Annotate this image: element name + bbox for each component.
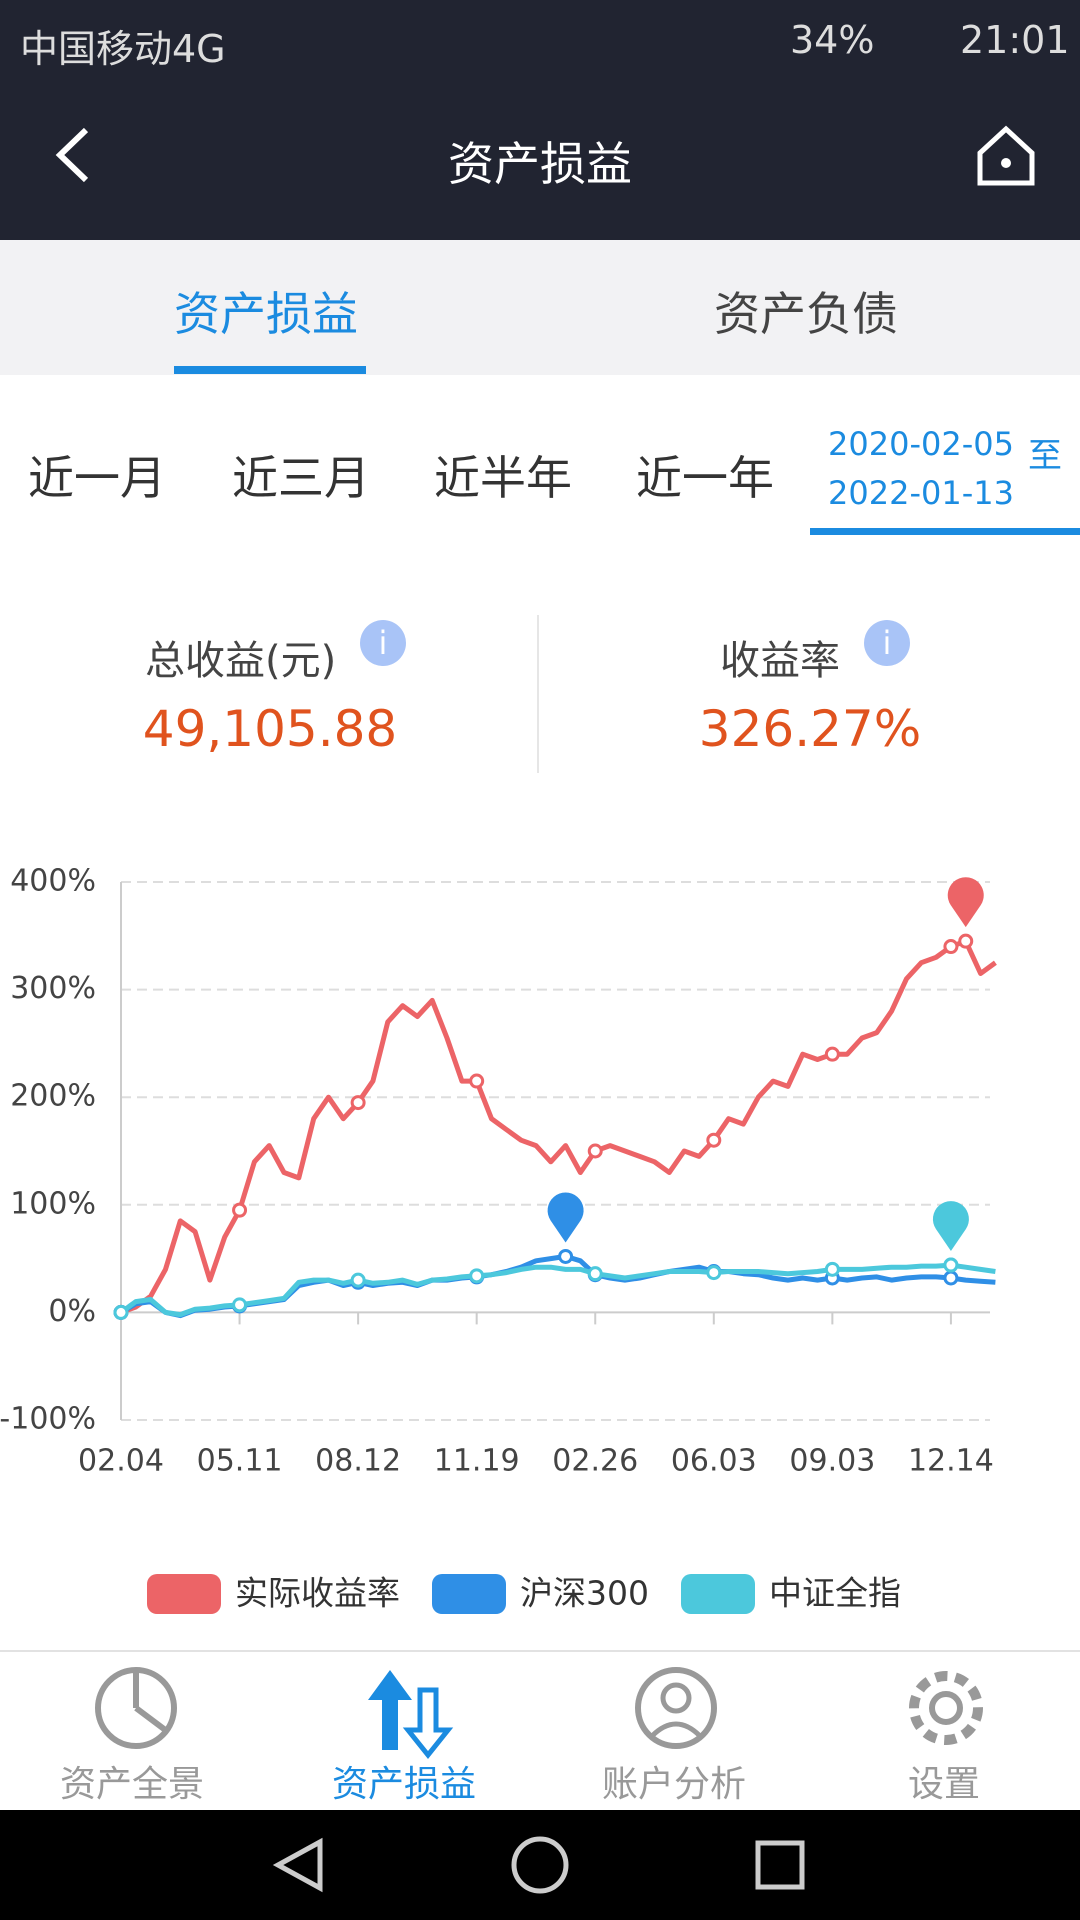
y-tick-label: -100% <box>0 1402 96 1437</box>
date-start[interactable]: 2020-02-05 <box>828 425 1014 463</box>
max-pin <box>932 1201 969 1252</box>
max-marker <box>558 1248 574 1264</box>
info-icon[interactable]: i <box>360 620 406 666</box>
y-tick-label: 0% <box>48 1294 96 1329</box>
period[interactable]: 近三月 <box>232 451 370 505</box>
max-pin <box>947 877 984 928</box>
nav-icons <box>95 1667 983 1760</box>
point-marker <box>350 1272 366 1288</box>
y-tick-label: 200% <box>10 1079 96 1114</box>
system-buttons <box>272 1836 805 1894</box>
legend-label: 中证全指 <box>769 1574 901 1613</box>
point-marker <box>587 1143 603 1159</box>
x-tick-label: 02.26 <box>552 1444 638 1479</box>
x-tick-label: 02.04 <box>78 1444 164 1479</box>
info-icon[interactable]: i <box>864 620 910 666</box>
point-marker <box>232 1297 248 1313</box>
nav-label[interactable]: 资产损益 <box>332 1764 477 1805</box>
home-button[interactable] <box>975 125 1037 187</box>
nav-label[interactable]: 资产全景 <box>60 1764 205 1805</box>
bottom-nav <box>0 1650 1080 1812</box>
period[interactable]: 近半年 <box>434 451 572 505</box>
y-tick-label: 400% <box>10 864 96 899</box>
max-marker <box>958 933 974 949</box>
date-sep: 至 <box>1028 436 1062 476</box>
legend-label: 实际收益率 <box>235 1574 400 1613</box>
nav-label[interactable]: 账户分析 <box>602 1764 747 1805</box>
nav-label[interactable]: 设置 <box>908 1764 981 1805</box>
point-marker <box>587 1266 603 1282</box>
battery: 34% <box>790 18 875 62</box>
rate-label: 收益率 <box>720 638 840 684</box>
point-marker <box>469 1268 485 1284</box>
point-marker <box>824 1046 840 1062</box>
page-title: 资产损益 <box>448 137 632 191</box>
period[interactable]: 近一月 <box>28 451 166 505</box>
x-tick-label: 05.11 <box>197 1444 283 1479</box>
legend-swatch <box>147 1574 221 1614</box>
point-marker <box>469 1073 485 1089</box>
x-tick-label: 08.12 <box>315 1444 401 1479</box>
tab-bar <box>0 240 1080 375</box>
divider <box>537 615 539 773</box>
point-marker <box>943 939 959 955</box>
point-marker <box>824 1261 840 1277</box>
total-value: 49,105.88 <box>142 700 398 758</box>
legend-swatch <box>432 1574 506 1614</box>
series-line <box>119 1253 996 1319</box>
max-marker <box>943 1257 959 1273</box>
system-nav <box>0 1810 1080 1920</box>
x-tick-label: 11.19 <box>434 1444 520 1479</box>
total-label: 总收益(元) <box>145 638 337 684</box>
x-tick-label: 09.03 <box>789 1444 875 1479</box>
legend-swatch <box>681 1574 755 1614</box>
top-bar <box>0 0 1080 240</box>
chart: -100% 0% 100% 200% 300% 400% 02.04 05.11 08.12 11… <box>0 864 997 1614</box>
series-line <box>120 938 997 1315</box>
back-button[interactable] <box>50 125 100 185</box>
point-marker <box>706 1265 722 1281</box>
point-marker <box>706 1132 722 1148</box>
tab[interactable]: 资产负债 <box>714 287 898 341</box>
point-marker <box>943 1270 959 1286</box>
series-line <box>119 1262 996 1318</box>
x-tick-label: 12.14 <box>908 1444 994 1479</box>
y-tick-label: 100% <box>10 1186 96 1221</box>
x-tick-label: 06.03 <box>671 1444 757 1479</box>
period-indicator <box>810 528 1080 535</box>
max-pin <box>547 1192 584 1243</box>
rate-value: 326.27% <box>698 700 922 758</box>
point-marker <box>350 1095 366 1111</box>
date-end[interactable]: 2022-01-13 <box>828 474 1014 512</box>
y-tick-label: 300% <box>10 971 96 1006</box>
legend-label: 沪深300 <box>520 1574 649 1613</box>
point-marker <box>232 1202 248 1218</box>
period[interactable]: 近一年 <box>636 451 774 505</box>
time: 21:01 <box>960 18 1070 62</box>
carrier: 中国移动4G <box>20 27 226 71</box>
point-marker <box>113 1304 129 1320</box>
tab-indicator <box>174 366 366 374</box>
tab-active[interactable]: 资产损益 <box>174 287 358 341</box>
